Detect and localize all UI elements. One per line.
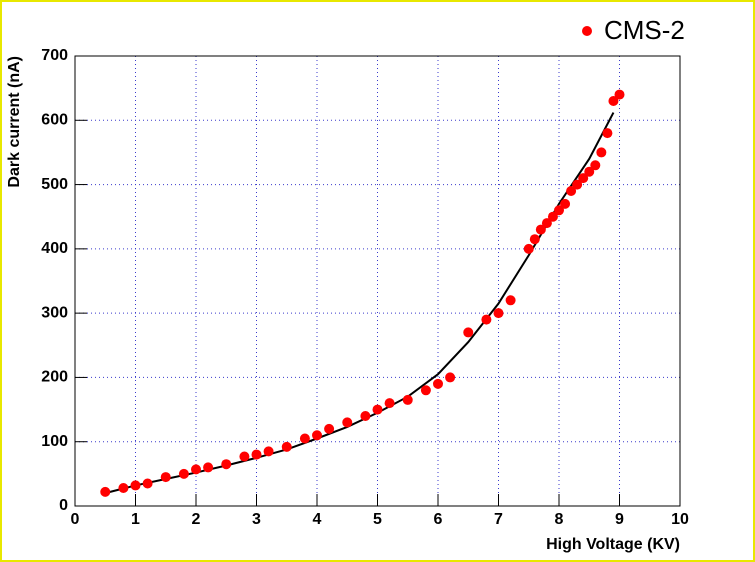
- data-point: [547, 211, 558, 222]
- y-tick-label: 200: [41, 369, 68, 386]
- data-point: [433, 378, 443, 389]
- legend-label: CMS-2: [604, 15, 685, 45]
- x-tick-label: 6: [434, 511, 443, 528]
- data-point: [584, 166, 595, 177]
- data-point: [493, 308, 504, 319]
- data-point: [263, 446, 274, 457]
- data-point: [596, 147, 607, 158]
- x-tick-label: 0: [71, 511, 80, 528]
- data-point: [299, 433, 310, 444]
- data-point: [590, 160, 601, 171]
- plot-frame: [74, 55, 681, 507]
- data-point: [203, 462, 214, 473]
- data-point: [342, 417, 353, 428]
- x-tick-label: 10: [671, 511, 689, 528]
- data-point: [505, 295, 516, 306]
- data-point: [160, 472, 171, 483]
- data-point: [324, 423, 335, 434]
- data-point: [541, 218, 552, 229]
- data-point: [239, 451, 250, 462]
- data-point: [384, 398, 395, 409]
- data-point: [281, 441, 292, 452]
- y-axis-label: Dark current (nA): [6, 56, 23, 188]
- data-point: [578, 173, 589, 184]
- data-point: [602, 128, 613, 139]
- data-point: [614, 89, 625, 100]
- y-tick-label: 0: [59, 497, 68, 514]
- data-point: [608, 96, 619, 106]
- data-point: [312, 430, 322, 441]
- data-point: [535, 224, 546, 235]
- y-tick-label: 300: [41, 304, 68, 321]
- x-tick-label: 7: [494, 511, 503, 528]
- x-tick-label: 4: [313, 511, 322, 528]
- y-tick-label: 500: [41, 176, 68, 193]
- data-point: [191, 464, 201, 475]
- data-point: [100, 486, 111, 497]
- data-point: [402, 394, 413, 405]
- data-point: [118, 483, 129, 493]
- x-tick-label: 8: [555, 511, 564, 528]
- data-point: [529, 234, 540, 245]
- x-tick-label: 5: [373, 511, 382, 528]
- data-point: [463, 327, 474, 338]
- x-axis-label: High Voltage (KV): [546, 536, 680, 553]
- legend-marker: [582, 26, 592, 36]
- data-point: [178, 468, 189, 479]
- x-tick-label: 2: [192, 511, 201, 528]
- data-point: [251, 449, 262, 460]
- data-point: [572, 179, 583, 190]
- y-tick-label: 100: [41, 433, 68, 450]
- x-tick-label: 9: [615, 511, 624, 528]
- y-tick-label: 600: [41, 112, 68, 129]
- data-point: [523, 243, 534, 254]
- data-point: [445, 372, 456, 383]
- y-tick-label: 400: [41, 240, 68, 257]
- data-point: [130, 480, 141, 491]
- data-point: [142, 478, 153, 489]
- data-point: [566, 186, 577, 196]
- data-point: [554, 205, 564, 216]
- data-point: [481, 314, 492, 325]
- data-point: [372, 404, 383, 415]
- x-tick-label: 1: [131, 511, 140, 528]
- data-point: [360, 411, 371, 421]
- data-point: [221, 459, 232, 470]
- y-tick-label: 700: [41, 47, 68, 64]
- x-tick-label: 3: [252, 511, 261, 528]
- data-point: [420, 385, 431, 396]
- data-point: [560, 198, 571, 209]
